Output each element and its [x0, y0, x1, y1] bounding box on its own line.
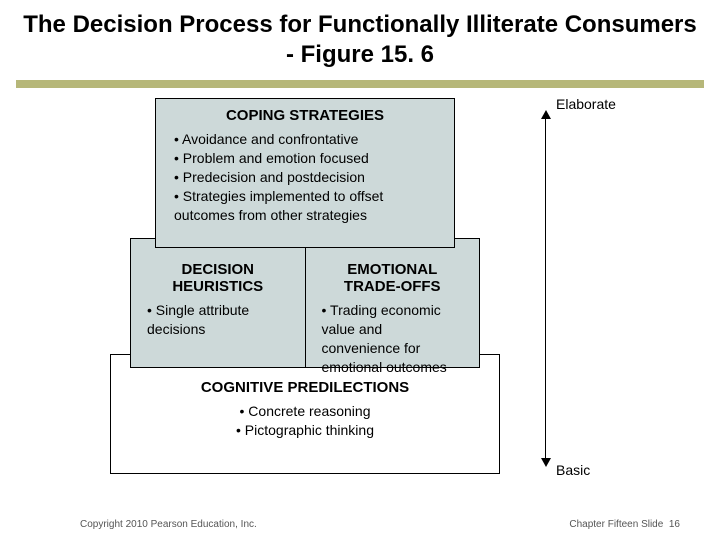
- tradeoffs-heading: EMOTIONAL TRADE-OFFS: [322, 249, 464, 295]
- coping-bullet: Strategies implemented to offset outcome…: [174, 187, 436, 225]
- box-heuristics: DECISION HEURISTICS Single attribute dec…: [131, 239, 306, 367]
- cognitive-bullet: Pictographic thinking: [129, 421, 481, 440]
- axis-label-top: Elaborate: [556, 96, 616, 112]
- box-middle: DECISION HEURISTICS Single attribute dec…: [130, 238, 480, 368]
- coping-bullet: Predecision and postdecision: [174, 168, 436, 187]
- heuristics-bullet: Single attribute decisions: [147, 301, 289, 339]
- axis-line: [545, 116, 546, 461]
- axis-label-bottom: Basic: [556, 462, 590, 478]
- coping-bullet: Avoidance and confrontative: [174, 130, 436, 149]
- cognitive-bullets: Concrete reasoning Pictographic thinking: [129, 402, 481, 440]
- cognitive-bullet: Concrete reasoning: [129, 402, 481, 421]
- slide-number: 16: [669, 519, 680, 530]
- coping-heading: COPING STRATEGIES: [174, 107, 436, 124]
- chapter-text: Chapter Fifteen Slide 16: [569, 519, 680, 530]
- copyright-text: Copyright 2010 Pearson Education, Inc.: [80, 519, 257, 530]
- chapter-label: Chapter Fifteen Slide: [569, 519, 663, 530]
- tradeoffs-bullets: Trading economic value and convenience f…: [322, 301, 464, 377]
- box-coping: COPING STRATEGIES Avoidance and confront…: [155, 98, 455, 248]
- diagram-stage: COGNITIVE PREDILECTIONS Concrete reasoni…: [40, 96, 680, 496]
- title-underline: [16, 80, 704, 88]
- tradeoffs-bullet: Trading economic value and convenience f…: [322, 301, 464, 377]
- axis-arrow-up: [541, 110, 551, 119]
- heuristics-heading: DECISION HEURISTICS: [147, 249, 289, 295]
- coping-bullets: Avoidance and confrontative Problem and …: [174, 130, 436, 224]
- cognitive-heading: COGNITIVE PREDILECTIONS: [129, 379, 481, 396]
- slide-title: The Decision Process for Functionally Il…: [0, 0, 720, 76]
- box-tradeoffs: EMOTIONAL TRADE-OFFS Trading economic va…: [306, 239, 480, 367]
- coping-bullet: Problem and emotion focused: [174, 149, 436, 168]
- heuristics-bullets: Single attribute decisions: [147, 301, 289, 339]
- axis-arrow-down: [541, 458, 551, 467]
